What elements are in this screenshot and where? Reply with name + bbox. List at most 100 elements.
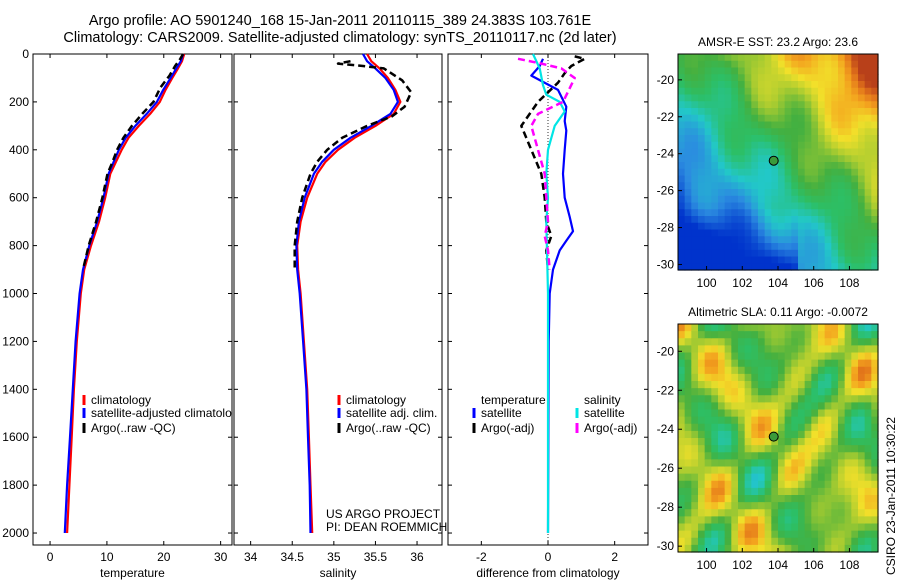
map-cell (684, 114, 692, 123)
map-cell (718, 523, 726, 532)
map-cell (738, 345, 746, 354)
map-cell (858, 388, 866, 396)
map-cell (784, 509, 792, 517)
map-cell (858, 60, 866, 69)
map-cell (871, 67, 879, 75)
map-cell (724, 509, 732, 517)
map-cell (804, 54, 812, 62)
map-cell (858, 487, 866, 496)
map-cell (724, 409, 732, 418)
map-cell (871, 155, 879, 163)
map-cell (804, 502, 812, 510)
map-cell (831, 209, 839, 217)
map-cell (851, 409, 859, 418)
map-cell (704, 155, 712, 163)
map-cell (818, 114, 826, 123)
map-cell (871, 345, 879, 354)
map-cell (871, 74, 879, 82)
map-cell (864, 495, 872, 503)
map-cell (831, 352, 839, 361)
map-cell (858, 359, 866, 368)
map-cell (744, 473, 752, 482)
map-cell (824, 175, 832, 183)
map-cell (838, 430, 846, 439)
map-cell (844, 229, 852, 237)
map-cell (678, 87, 686, 96)
map-cell (751, 366, 759, 375)
map-cell (704, 373, 712, 382)
map-cell (731, 263, 739, 271)
map-cell (831, 544, 839, 553)
map-cell (818, 502, 826, 510)
map-cell (744, 395, 752, 403)
map-cell (858, 509, 866, 517)
map-cell (871, 209, 879, 217)
map-cell (718, 438, 726, 446)
map-cell (684, 502, 692, 510)
map-cell (684, 175, 692, 183)
map-cell (838, 416, 846, 425)
map-cell (844, 195, 852, 204)
map-cell (711, 175, 719, 183)
map-cell (764, 352, 772, 361)
map-cell (831, 168, 839, 177)
map-cell (751, 359, 759, 368)
map-cell (771, 402, 779, 411)
map-cell (798, 352, 806, 361)
map-cell (778, 345, 786, 354)
map-cell (824, 395, 832, 403)
map-cell (778, 128, 786, 136)
map-cell (871, 395, 879, 403)
map-cell (771, 249, 779, 258)
map-cell (864, 60, 872, 69)
map-cell (711, 445, 719, 453)
map-cell (844, 81, 852, 89)
map-cell (758, 87, 766, 96)
map-cell (724, 459, 732, 468)
map-cell (858, 480, 866, 489)
map-cell (731, 402, 739, 411)
map-cell (751, 87, 759, 96)
map-cell (864, 473, 872, 482)
map-cell (838, 263, 846, 271)
map-cell (684, 87, 692, 96)
map-cell (758, 537, 766, 546)
map-cell (818, 60, 826, 69)
map-cell (791, 502, 799, 510)
map-cell (771, 256, 779, 264)
map-cell (851, 195, 859, 204)
map-cell (824, 366, 832, 375)
map-cell (804, 67, 812, 75)
map-cell (684, 324, 692, 332)
map-cell (871, 537, 879, 546)
map-cell (751, 487, 759, 496)
map-cell (698, 402, 706, 411)
map-cell (864, 195, 872, 204)
map-cell (691, 338, 699, 346)
map-cell (784, 359, 792, 368)
map-cell (791, 195, 799, 204)
map-cell (791, 87, 799, 96)
map-cell (704, 381, 712, 389)
map-cell (798, 544, 806, 553)
map-cell (758, 121, 766, 129)
map-cell (698, 108, 706, 116)
map-cell (764, 438, 772, 446)
map-cell (831, 148, 839, 156)
map-cell (851, 459, 859, 468)
x-tick-label: 36 (410, 550, 424, 564)
map-cell (838, 74, 846, 82)
map-cell (858, 162, 866, 170)
map-cell (791, 182, 799, 190)
map-cell (744, 366, 752, 375)
map-cell (798, 263, 806, 271)
map-cell (864, 388, 872, 396)
map-cell (684, 141, 692, 150)
map-cell (698, 121, 706, 129)
map-cell (758, 128, 766, 136)
map-cell (858, 155, 866, 163)
map-cell (751, 94, 759, 102)
y-tick-label: 0 (22, 47, 29, 61)
map-cell (864, 263, 872, 271)
